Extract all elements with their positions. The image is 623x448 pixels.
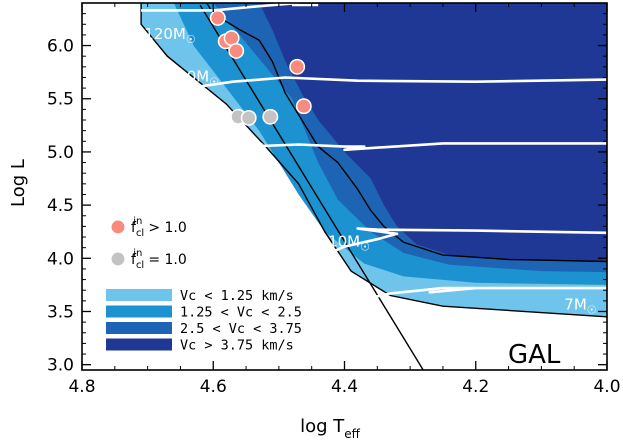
legend-symbol: f <box>131 252 137 268</box>
track-sun-symbol: ☉ <box>209 76 219 89</box>
x-axis-title-main: log T <box>300 416 345 437</box>
track-5 <box>357 286 607 303</box>
track-sun-symbol: ☉ <box>360 241 370 254</box>
x-tick-label: 4.2 <box>462 377 489 397</box>
track-mass: 7M <box>564 295 587 313</box>
data-markers <box>209 9 312 126</box>
track-2 <box>173 76 607 92</box>
x-axis-title: log Teff <box>300 416 361 441</box>
diagonal-line <box>199 4 424 370</box>
x-tick-label: 4.0 <box>593 377 620 397</box>
vc-contour <box>206 3 607 263</box>
panel-label: GAL <box>508 340 561 370</box>
legend-superscript: in <box>133 248 142 259</box>
track-label-5: 7M☉ <box>564 295 596 316</box>
track-sun-symbol: ☉ <box>255 141 265 154</box>
track-label-4: 10M☉ <box>328 233 370 254</box>
track-3 <box>199 142 607 156</box>
data-point <box>228 42 245 59</box>
data-point <box>240 109 257 126</box>
track-mass: 10M <box>328 233 360 251</box>
legend-marker-label: fclin > 1.0 <box>131 216 187 239</box>
data-point <box>209 9 226 26</box>
y-tick-label: 5.5 <box>47 90 74 110</box>
velocity-regions <box>141 3 607 317</box>
y-tick-label: 6.0 <box>47 37 74 57</box>
legend-color-label: 2.5 < Vc < 3.75 <box>180 321 302 337</box>
evolutionary-tracks: 120M☉40M☉20M☉10M☉7M☉ <box>141 3 607 316</box>
legend-relation: > 1.0 <box>148 220 186 236</box>
boundary-lines <box>140 3 607 370</box>
x-tick-label: 4.6 <box>200 377 227 397</box>
region-4 <box>259 3 607 262</box>
y-axis-title: Log L <box>8 159 29 207</box>
track-label-1: 120M☉ <box>144 25 195 46</box>
track-label-3: 20M☉ <box>223 133 265 154</box>
data-point <box>262 108 279 125</box>
x-axis-title-subscript: eff <box>344 427 360 441</box>
legend-marker-swatch <box>110 251 126 267</box>
track-sun-symbol: ☉ <box>186 33 196 46</box>
zams-edge <box>140 3 607 318</box>
legend-color-label: 1.25 < Vc < 2.5 <box>180 305 302 321</box>
legend-symbol: f <box>131 220 137 236</box>
legend-relation: = 1.0 <box>148 252 186 268</box>
y-tick-label: 3.5 <box>47 302 74 322</box>
x-tick-label: 4.4 <box>331 377 358 397</box>
track-mass: 20M <box>223 133 255 151</box>
track-sun-symbol: ☉ <box>587 303 597 316</box>
track-mass: 120M <box>144 25 186 43</box>
y-tick-label: 3.0 <box>47 356 74 376</box>
legend-color-label: Vc < 1.25 km/s <box>180 288 294 304</box>
legend-superscript: in <box>133 216 142 227</box>
x-tick-label: 4.8 <box>68 377 95 397</box>
data-point <box>289 58 306 75</box>
y-tick-label: 4.5 <box>47 196 74 216</box>
track-4 <box>252 227 607 292</box>
track-mass: 40M <box>177 68 209 86</box>
legend-color-label: Vc > 3.75 km/s <box>180 338 294 354</box>
legend-marker-swatch <box>110 219 126 235</box>
axes: 4.8 4.6 4.4 4.2 4.0 3.0 3.5 4.0 4.5 5.0 5.5 6.0 <box>47 2 621 397</box>
legend-color-swatch <box>106 305 172 318</box>
legend-subscript: cl <box>136 228 144 239</box>
y-tick-label: 4.0 <box>47 249 74 269</box>
legend-color-swatch <box>106 322 172 334</box>
legend-color-swatch <box>106 289 172 301</box>
data-point <box>295 98 312 115</box>
track-label-2: 40M☉ <box>177 68 219 89</box>
legend-marker-label: fclin = 1.0 <box>131 248 187 271</box>
legend-subscript: cl <box>136 260 144 271</box>
legend-color-swatch <box>106 338 172 351</box>
y-tick-label: 5.0 <box>47 143 74 163</box>
